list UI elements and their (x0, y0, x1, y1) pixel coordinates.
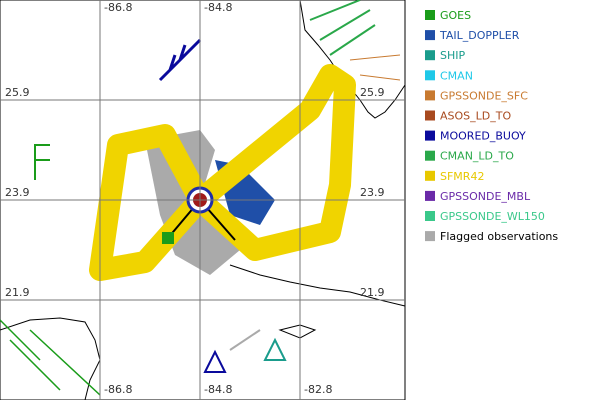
lat-label: 23.9 (360, 186, 385, 199)
legend-swatch (425, 70, 435, 81)
coastline (278, 324, 317, 339)
legend-item: CMAN (425, 69, 473, 82)
legend-item: CMAN_LD_TO (425, 150, 514, 163)
legend-swatch (425, 130, 435, 141)
legend-label: SFMR42 (440, 170, 484, 183)
buoy-glyph (158, 38, 202, 82)
lat-label: 21.9 (5, 286, 30, 299)
buoy-glyph (203, 349, 227, 373)
coastline (0, 317, 101, 400)
legend-swatch (425, 30, 435, 41)
legend-swatch (425, 231, 435, 242)
legend-swatch (425, 90, 435, 101)
legend-item: MOORED_BUOY (425, 130, 526, 143)
sfmr-swath (89, 124, 211, 281)
legend-label: GPSSONDE_MBL (440, 190, 531, 203)
legend-label: CMAN_LD_TO (440, 150, 514, 163)
sonde-glyph (349, 54, 401, 81)
lat-label: 25.9 (360, 86, 385, 99)
lon-label: -84.8 (204, 383, 232, 396)
sfmr-swath (189, 64, 356, 261)
legend-item: GPSSONDE_WL150 (425, 210, 545, 223)
lon-label: -82.8 (304, 383, 332, 396)
legend-label: Flagged observations (440, 230, 558, 243)
lat-label: 25.9 (5, 86, 30, 99)
legend: GOES TAIL_DOPPLER SHIP CMAN GPSSONDE_SFC ASOS… (425, 9, 558, 243)
lon-label: -86.8 (104, 383, 132, 396)
coastline (299, 0, 406, 119)
legend-swatch (425, 170, 435, 181)
legend-item: TAIL_DOPPLER (425, 29, 520, 42)
flagged-glyph (229, 329, 261, 351)
legend-label: GPSSONDE_SFC (440, 89, 528, 102)
goes-marker (162, 232, 174, 244)
legend-swatch (425, 50, 435, 61)
lat-label: 21.9 (360, 286, 385, 299)
ship-glyph (263, 337, 287, 361)
legend-swatch (425, 150, 435, 161)
legend-label: SHIP (440, 49, 465, 62)
grid: -86.8 -86.8 -84.8 -84.8 -82.8 25.9 25.9 23.9 23.… (0, 0, 405, 400)
goes-glyph (0, 319, 101, 396)
goes-glyph (34, 144, 50, 180)
legend-label: TAIL_DOPPLER (439, 29, 520, 42)
legend-label: CMAN (440, 69, 473, 82)
lon-label: -84.8 (204, 1, 232, 14)
lat-label: 23.9 (5, 186, 30, 199)
legend-item: SFMR42 (425, 170, 484, 183)
legend-label: GOES (440, 9, 471, 22)
legend-item: ASOS_LD_TO (425, 110, 511, 123)
lon-label: -86.8 (104, 1, 132, 14)
legend-item: Flagged observations (425, 230, 558, 243)
legend-item: GPSSONDE_SFC (425, 89, 528, 102)
legend-item: GOES (425, 9, 471, 22)
legend-item: SHIP (425, 49, 465, 62)
legend-swatch (425, 110, 435, 121)
legend-label: ASOS_LD_TO (440, 110, 511, 123)
legend-item: GPSSONDE_MBL (425, 190, 531, 203)
legend-label: MOORED_BUOY (440, 130, 526, 143)
cman-glyph (309, 0, 376, 56)
legend-swatch (425, 190, 435, 201)
legend-label: GPSSONDE_WL150 (440, 210, 545, 223)
legend-swatch (425, 211, 435, 221)
legend-swatch (425, 10, 435, 20)
